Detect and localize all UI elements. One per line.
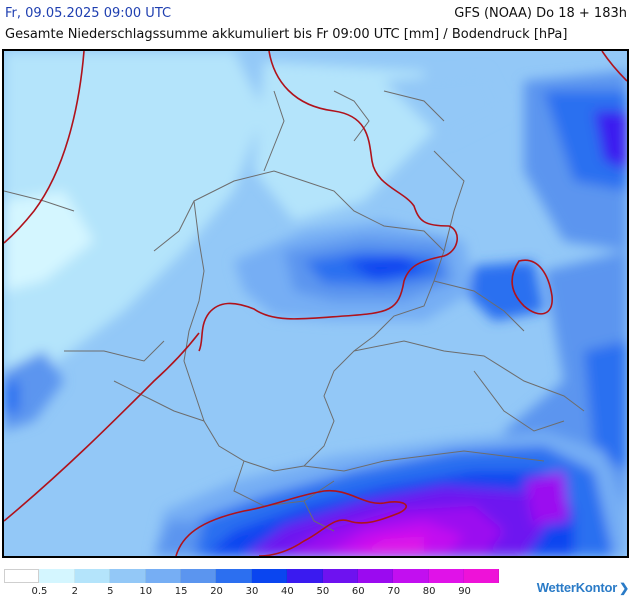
map-canvas <box>4 51 627 556</box>
legend-label: 10 <box>139 586 153 597</box>
legend-swatch <box>145 569 181 583</box>
legend-label: 50 <box>316 586 330 597</box>
legend-swatch <box>357 569 394 583</box>
precip-color-scale <box>4 569 500 583</box>
legend-label: 80 <box>422 586 436 597</box>
legend-swatch <box>110 569 146 583</box>
legend-swatch <box>393 569 429 583</box>
legend-swatch <box>74 569 111 583</box>
legend-label: 60 <box>351 586 365 597</box>
legend-label: 5 <box>107 586 114 597</box>
wetterkontor-logo[interactable]: WetterKontor ❯ <box>537 580 629 595</box>
legend-label: 70 <box>387 586 401 597</box>
legend-label: 20 <box>210 586 223 597</box>
legend-swatch <box>428 569 465 583</box>
country-borders <box>4 90 585 532</box>
wetterkontor-logo-icon: ❯ <box>619 581 629 595</box>
precipitation-map <box>2 49 629 558</box>
legend-swatch <box>464 569 500 583</box>
legend-label: 90 <box>458 586 471 597</box>
legend-label: 15 <box>174 586 188 597</box>
legend-swatch <box>322 569 358 583</box>
legend-label: 0.5 <box>31 586 48 597</box>
isobars <box>4 51 627 556</box>
legend-swatch <box>4 569 40 583</box>
legend-label: 2 <box>71 586 79 597</box>
brand-name: WetterKontor <box>536 580 618 595</box>
legend-label: 30 <box>245 586 259 597</box>
legend-swatch <box>180 569 217 583</box>
forecast-valid-time: Fr, 09.05.2025 09:00 UTC <box>5 6 172 21</box>
map-subtitle: Gesamte Niederschlagssumme akkumuliert b… <box>5 27 568 42</box>
legend-swatch <box>39 569 75 583</box>
precip-fields <box>4 51 627 556</box>
legend-swatch <box>251 569 288 583</box>
legend-label: 40 <box>281 586 294 597</box>
legend-labels: 0.5 2 5 10 15 20 30 40 50 60 70 80 90 <box>4 586 500 598</box>
model-run-info: GFS (NOAA) Do 18 + 183h <box>454 6 627 21</box>
legend-swatch <box>216 569 252 583</box>
legend-swatch <box>287 569 323 583</box>
